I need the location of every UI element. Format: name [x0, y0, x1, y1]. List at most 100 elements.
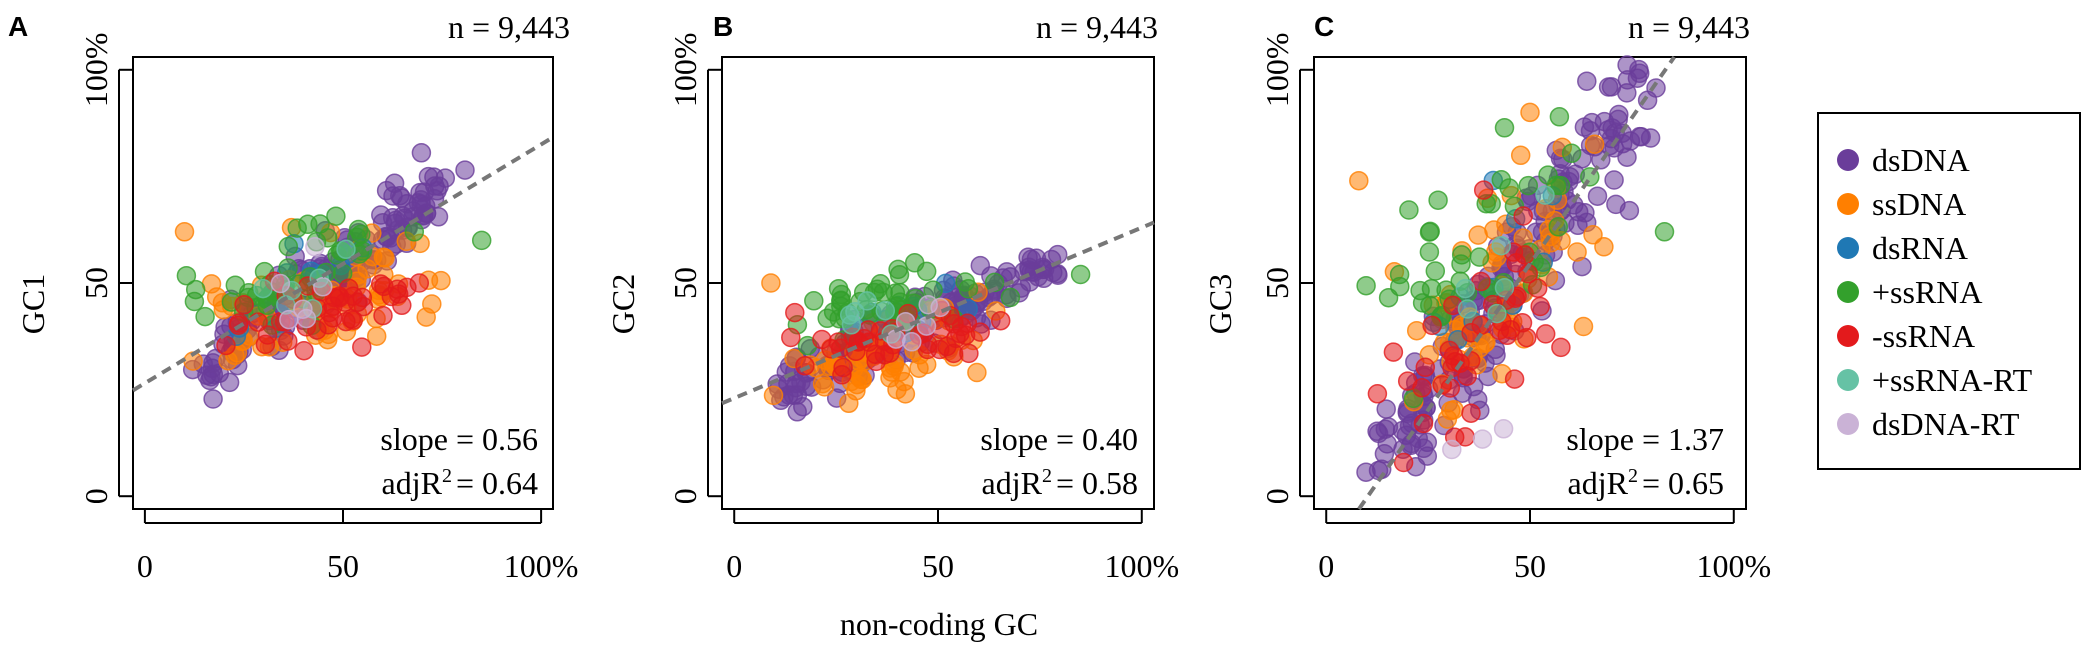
legend-label: dsRNA — [1872, 230, 1968, 266]
y-axis-label: GC1 — [15, 274, 51, 334]
point-dsdna — [1574, 117, 1595, 137]
point-dsdna — [1375, 419, 1396, 439]
adj-r2-text: adjR2 = 0.65 — [1568, 465, 1724, 501]
point-dsdna — [455, 160, 475, 180]
y-tick-label: 0 — [78, 488, 114, 504]
point--ssrna-rt — [1455, 278, 1476, 299]
point--ssrna — [225, 275, 246, 295]
point-dsdna — [787, 402, 807, 422]
point--ssrna — [1389, 264, 1410, 285]
regression-line — [131, 135, 555, 393]
point--ssrna — [1535, 324, 1556, 344]
point--ssrna-rt — [845, 302, 865, 322]
point--ssrna — [373, 305, 393, 326]
point--ssrna — [804, 291, 824, 311]
point-dsdna — [1619, 200, 1640, 221]
point-dsdna — [1629, 59, 1649, 80]
point-ssdna — [1349, 170, 1369, 191]
y-tick-label: 50 — [1259, 267, 1295, 299]
panel-c: C n = 9,443 GC3 0 50 100% 0 50 100% slope = … — [1202, 9, 1771, 584]
point--ssrna — [1421, 278, 1442, 299]
legend-marker — [1837, 413, 1859, 435]
point-dsdna — [1577, 71, 1597, 91]
x-tick-label: 50 — [1514, 548, 1546, 584]
point--ssrna — [278, 331, 298, 351]
point-dsdna — [376, 180, 397, 201]
point--ssrna — [930, 339, 950, 360]
point--ssrna — [1518, 175, 1539, 196]
point-dsdna-rt — [1472, 429, 1493, 449]
point-ssdna — [431, 270, 451, 291]
point--ssrna — [1383, 342, 1404, 362]
point-ssdna — [416, 307, 436, 327]
point-ssdna — [1437, 409, 1458, 429]
point-dsdna-rt — [313, 277, 333, 297]
point-ssdna — [895, 384, 916, 404]
plot-frame — [721, 56, 1155, 510]
legend-marker — [1837, 325, 1859, 347]
point-dsdna-rt — [886, 329, 906, 349]
point-dsdna — [1646, 78, 1666, 98]
point--ssrna — [1469, 247, 1490, 267]
point--ssrna-rt — [875, 300, 896, 321]
point--ssrna — [229, 313, 249, 333]
point-dsdna — [428, 207, 449, 227]
point--ssrna-rt — [1457, 299, 1478, 319]
regression-line — [1357, 55, 1676, 511]
legend-label: ssDNA — [1872, 186, 1966, 222]
point-dsdna — [203, 389, 223, 409]
point-dsdna-rt — [1493, 419, 1514, 439]
legend-label: dsDNA-RT — [1872, 406, 2020, 442]
point--ssrna — [1489, 320, 1510, 341]
plot-frame — [1313, 56, 1747, 510]
x-axis: 0 50 100% — [137, 509, 579, 584]
x-tick-label: 100% — [1696, 548, 1771, 584]
point-ssdna — [1520, 102, 1540, 123]
slope-text: slope = 0.56 — [380, 421, 538, 457]
y-axis-label: GC3 — [1202, 274, 1238, 334]
legend-marker — [1837, 193, 1859, 215]
point--ssrna — [294, 340, 314, 361]
point-ssdna — [174, 222, 195, 242]
point--ssrna — [1399, 200, 1419, 220]
point--ssrna — [1425, 261, 1446, 281]
point-dsdna-rt — [916, 316, 937, 336]
point--ssrna — [343, 310, 364, 330]
point--ssrna — [347, 227, 367, 248]
point--ssrna — [785, 302, 805, 323]
point--ssrna — [471, 230, 492, 251]
x-tick-label: 100% — [504, 548, 579, 584]
panel-letter-a: A — [8, 11, 28, 42]
point-dsdna — [200, 370, 220, 391]
slope-text: slope = 0.40 — [980, 421, 1138, 457]
n-label: n = 9,443 — [1628, 9, 1750, 45]
point--ssrna — [1513, 206, 1533, 226]
point--ssrna — [374, 276, 394, 297]
x-tick-label: 0 — [1318, 548, 1334, 584]
point--ssrna — [1561, 143, 1582, 164]
scatter-points — [174, 143, 492, 409]
legend-label: +ssRNA-RT — [1872, 362, 2033, 398]
point--ssrna — [1549, 107, 1570, 127]
point-dsdna-rt — [305, 237, 325, 257]
point-dsdna-rt — [296, 308, 317, 329]
point--ssrna — [1494, 118, 1515, 138]
y-tick-label: 100% — [78, 32, 114, 107]
y-tick-label: 50 — [78, 267, 114, 299]
point-dsdna — [1598, 77, 1619, 97]
x-axis: 0 50 100% — [1318, 509, 1771, 584]
point-ssdna — [1567, 242, 1587, 262]
adj-r2-text: adjR2 = 0.64 — [382, 465, 538, 501]
point-dsdna — [1376, 399, 1396, 419]
x-tick-label: 100% — [1104, 548, 1179, 584]
point-ssdna — [1584, 134, 1605, 154]
scatter-points — [1349, 55, 1675, 482]
x-tick-label: 0 — [137, 548, 153, 584]
point--ssrna — [823, 302, 844, 322]
point--ssrna — [278, 236, 299, 257]
point--ssrna — [1551, 337, 1571, 358]
point-dsdna — [1629, 126, 1650, 147]
legend-label: -ssRNA — [1872, 318, 1975, 354]
point-dsdna — [1587, 186, 1608, 206]
